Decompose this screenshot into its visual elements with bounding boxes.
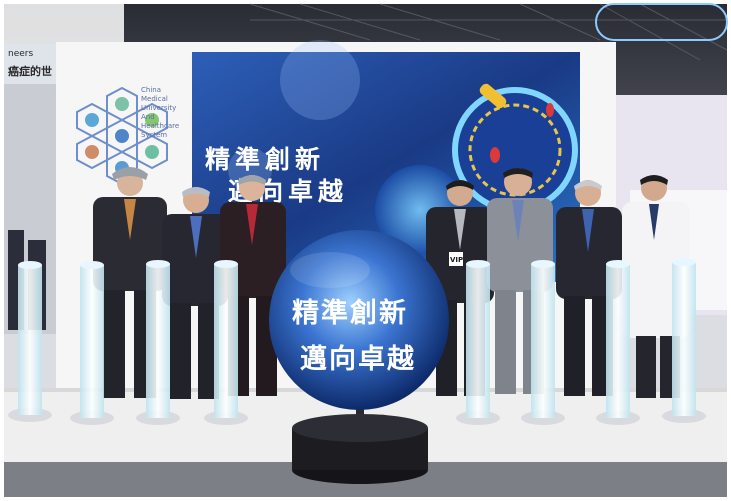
light-pillar xyxy=(204,260,248,425)
screen-bubble xyxy=(280,40,360,120)
top-banner-text: neers xyxy=(8,49,33,59)
light-pillar xyxy=(136,260,180,425)
sphere-highlight xyxy=(290,252,370,288)
logo-line: Medical xyxy=(141,95,168,103)
logo-line: Healthcare xyxy=(141,122,179,130)
light-pillar xyxy=(521,260,565,425)
screen-molecule xyxy=(479,83,507,109)
display-sphere: 精準創新 邁向卓越 xyxy=(269,230,449,484)
person-2 xyxy=(162,187,228,399)
sphere-slogan-line2: 邁向卓越 xyxy=(300,343,416,375)
pedestal-top xyxy=(292,414,428,442)
top-banner-lower xyxy=(4,44,64,84)
sphere-stem xyxy=(356,395,364,425)
light-pillar xyxy=(70,261,114,425)
screen-slogan-line1: 精準創新 xyxy=(205,145,325,174)
screen-red-cell xyxy=(490,147,500,163)
screen-red-cell xyxy=(546,103,554,117)
vip-badge xyxy=(449,252,463,266)
logo-line: And xyxy=(141,113,155,121)
light-pillar xyxy=(662,258,706,423)
sphere-slogan-line1: 精準創新 xyxy=(292,297,408,329)
light-pillar xyxy=(596,260,640,425)
top-banner xyxy=(4,4,124,44)
top-banner-cn-text: 癌症的世 xyxy=(8,64,52,78)
logo-line: University xyxy=(141,104,176,112)
vip-badge-text: VIP xyxy=(450,256,463,264)
logo-line: China xyxy=(141,86,161,94)
light-pillars xyxy=(8,258,706,425)
logo-line: System xyxy=(141,131,167,139)
ceiling-light-ring xyxy=(595,3,728,41)
sphere xyxy=(269,230,449,410)
ceiling-truss xyxy=(249,3,728,61)
light-pillar xyxy=(8,261,52,422)
light-pillar xyxy=(456,260,500,425)
logo-text-block: China Medical University And Healthcare … xyxy=(141,86,179,139)
